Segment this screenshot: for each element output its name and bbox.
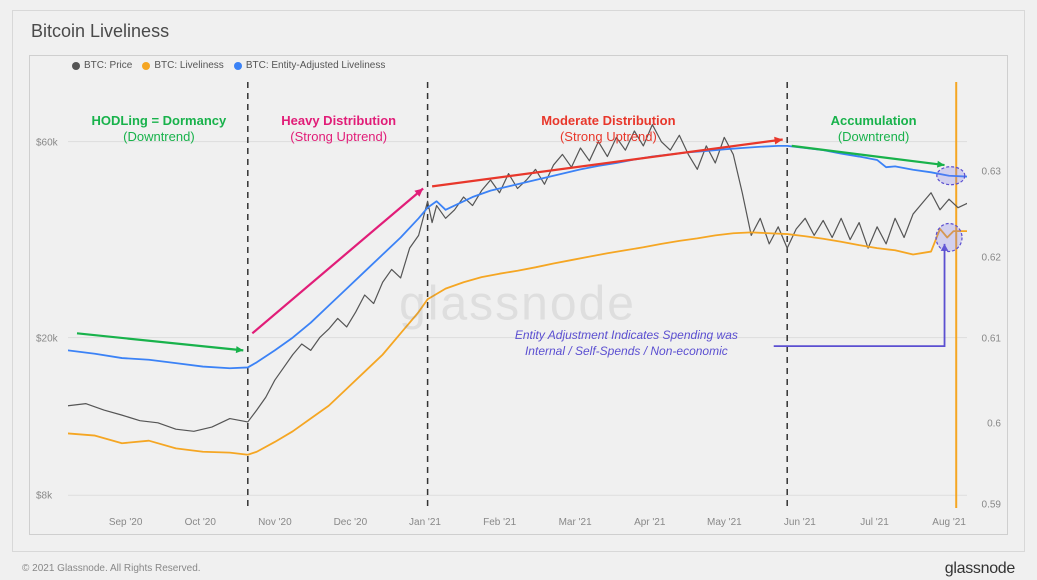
y-right-tick: 0.63 — [982, 167, 1001, 178]
legend-item: BTC: Price — [72, 60, 132, 71]
phase-label: HODLing = Dormancy(Downtrend) — [92, 113, 227, 146]
chart-frame: BTC: Price BTC: Liveliness BTC: Entity-A… — [29, 55, 1008, 535]
chart-title: Bitcoin Liveliness — [31, 21, 169, 42]
chart-plot: glassnode — [68, 82, 967, 508]
annotation-text: Entity Adjustment Indicates Spending was… — [515, 328, 738, 359]
y-right-tick: 0.6 — [987, 418, 1001, 429]
legend-item: BTC: Liveliness — [142, 60, 223, 71]
x-tick: Nov '20 — [258, 517, 292, 528]
x-tick: Feb '21 — [483, 517, 516, 528]
legend-label: BTC: Liveliness — [154, 60, 223, 71]
x-tick: Dec '20 — [334, 517, 368, 528]
y-right-tick: 0.62 — [982, 252, 1001, 263]
footer-copyright: © 2021 Glassnode. All Rights Reserved. — [22, 563, 201, 574]
legend-label: BTC: Price — [84, 60, 132, 71]
chart-legend: BTC: Price BTC: Liveliness BTC: Entity-A… — [72, 60, 385, 71]
x-tick: Jun '21 — [784, 517, 816, 528]
x-tick: Apr '21 — [634, 517, 665, 528]
y-left-tick: $60k — [36, 137, 58, 148]
x-tick: Mar '21 — [559, 517, 592, 528]
legend-label: BTC: Entity-Adjusted Liveliness — [246, 60, 386, 71]
chart-svg — [68, 82, 967, 508]
legend-dot-icon — [142, 62, 150, 70]
phase-label: Heavy Distribution(Strong Uptrend) — [281, 113, 396, 146]
legend-dot-icon — [234, 62, 242, 70]
y-right-tick: 0.59 — [982, 499, 1001, 510]
legend-dot-icon — [72, 62, 80, 70]
y-left-tick: $20k — [36, 333, 58, 344]
y-left-tick: $8k — [36, 491, 52, 502]
x-tick: Oct '20 — [185, 517, 216, 528]
x-tick: May '21 — [707, 517, 742, 528]
legend-item: BTC: Entity-Adjusted Liveliness — [234, 60, 386, 71]
brand-logo: glassnode — [945, 560, 1015, 578]
x-tick: Aug '21 — [932, 517, 966, 528]
phase-label: Moderate Distribution(Strong Uptrend) — [541, 113, 675, 146]
x-tick: Sep '20 — [109, 517, 143, 528]
y-right-tick: 0.61 — [982, 333, 1001, 344]
x-tick: Jul '21 — [860, 517, 889, 528]
phase-label: Accumulation(Downtrend) — [831, 113, 917, 146]
chart-card: Bitcoin Liveliness BTC: Price BTC: Livel… — [12, 10, 1025, 552]
x-tick: Jan '21 — [409, 517, 441, 528]
